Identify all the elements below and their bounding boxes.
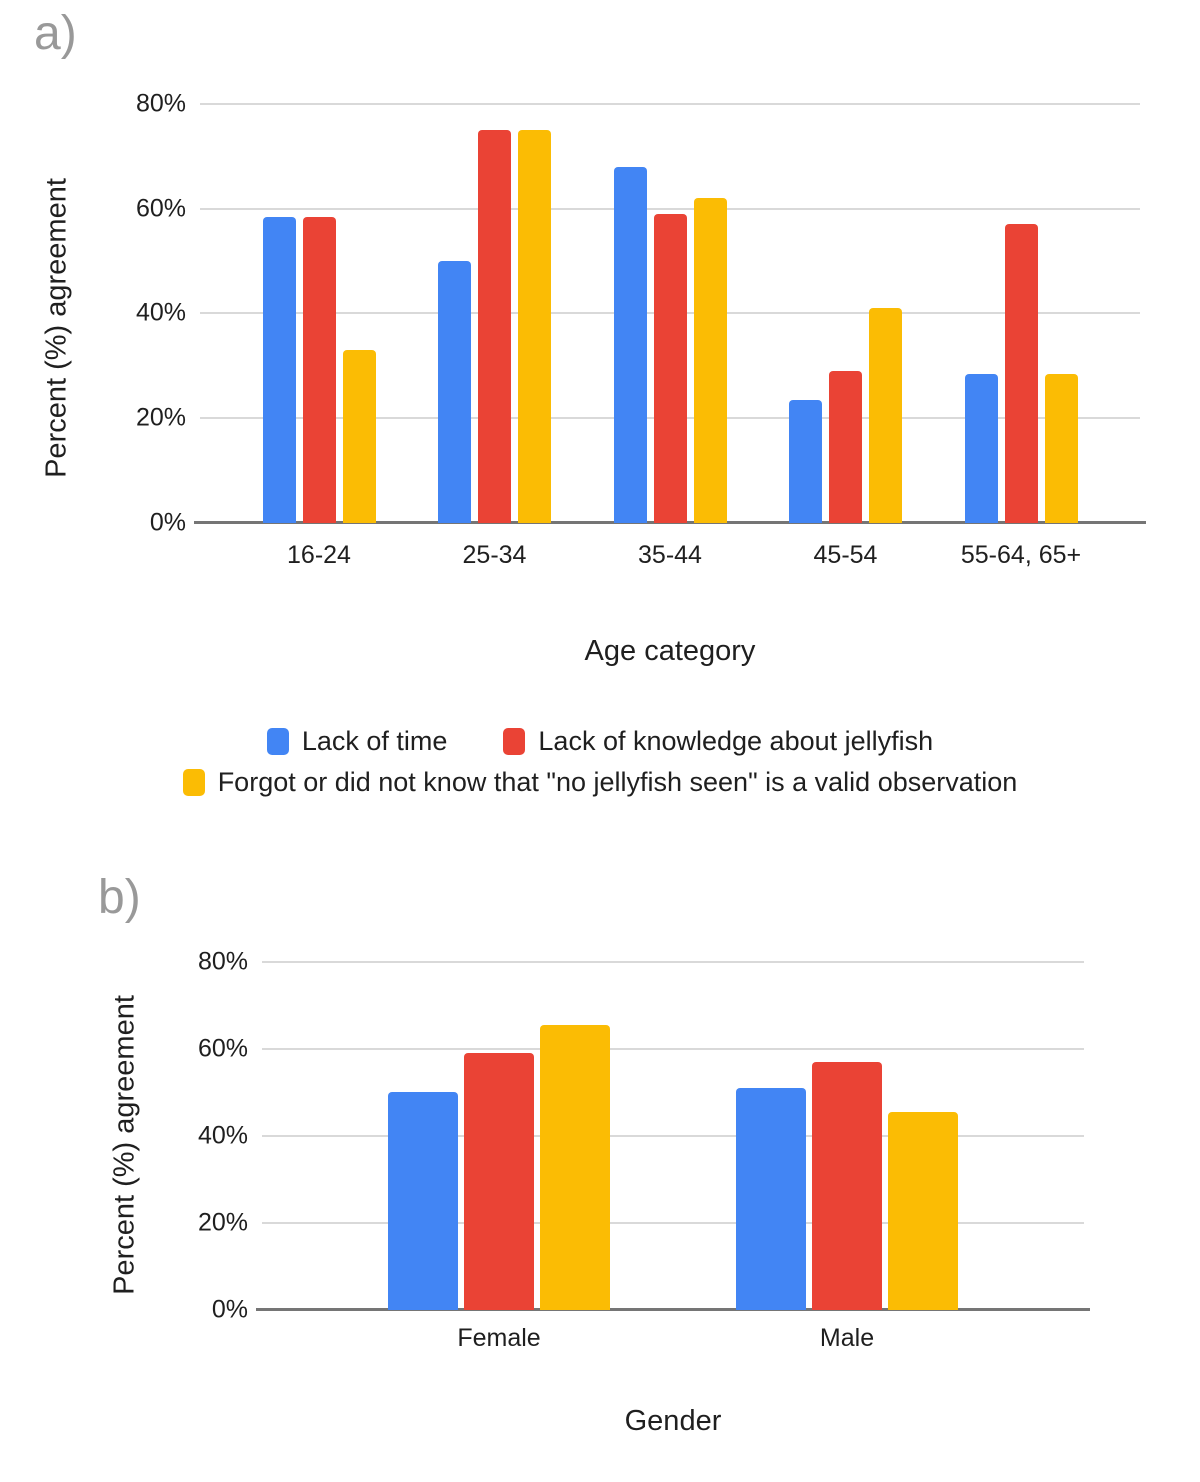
- x-category-label: 16-24: [287, 541, 351, 569]
- legend: Lack of time Lack of knowledge about jell…: [60, 726, 1140, 798]
- bar: [1004, 224, 1038, 523]
- x-category-label: 45-54: [813, 541, 878, 569]
- bar: [478, 130, 511, 523]
- gridline-60: [262, 1047, 1084, 1050]
- y-tick-label-0: 0%: [211, 1295, 248, 1324]
- bar-group-55-64, 65+: [964, 224, 1078, 523]
- chart-b-x-axis-title: Gender: [624, 1405, 722, 1437]
- y-tick-label-80: 80%: [135, 89, 186, 118]
- chart-b-y-axis-title: Percent (%) agreement: [108, 995, 141, 1295]
- legend-label: Forgot or did not know that "no jellyfis…: [217, 767, 1018, 797]
- legend-swatch: [266, 728, 289, 755]
- legend-item: Lack of knowledge about jellyfish: [503, 726, 933, 757]
- x-category-label: 55-64, 65+: [960, 541, 1082, 569]
- bar: [789, 399, 822, 523]
- bar: [613, 166, 647, 523]
- legend-item: Lack of time: [266, 726, 448, 757]
- bar: [540, 1024, 610, 1310]
- x-category-label: 25-34: [462, 541, 527, 569]
- gridline-40: [262, 1134, 1084, 1137]
- y-tick-label-60: 60%: [135, 194, 186, 223]
- bar: [693, 198, 727, 523]
- y-tick-label-20: 20%: [197, 1208, 248, 1237]
- bar-groups: [262, 940, 1084, 1310]
- x-category-labels: Female Male: [262, 1324, 1084, 1353]
- bar: [464, 1053, 534, 1310]
- y-tick-label-20: 20%: [135, 403, 186, 432]
- chart-a-y-axis-title: Percent (%) agreement: [40, 178, 73, 478]
- gridline-80: [262, 960, 1084, 963]
- gridline-80: [200, 102, 1140, 105]
- bar-group-25-34: [438, 130, 551, 523]
- bar: [829, 371, 862, 523]
- bar: [653, 213, 687, 523]
- bar: [964, 373, 998, 523]
- x-axis-line: [256, 1308, 1090, 1311]
- bar: [1044, 373, 1078, 523]
- legend-swatch: [503, 728, 526, 755]
- bar-group-Female: [388, 1024, 610, 1310]
- y-tick-label-60: 60%: [197, 1034, 248, 1063]
- bar: [438, 261, 471, 523]
- y-tick-label-40: 40%: [135, 298, 186, 327]
- x-category-label: Male: [819, 1324, 875, 1352]
- x-category-labels: 16-24 25-34 35-44 45-54 55-64, 65+: [200, 541, 1140, 570]
- bar: [388, 1092, 458, 1310]
- bar: [262, 216, 296, 523]
- legend-item: Forgot or did not know that "no jellyfis…: [182, 767, 1018, 798]
- x-category-label: 35-44: [638, 541, 702, 569]
- bar: [888, 1111, 958, 1310]
- bar-groups: [200, 83, 1140, 523]
- chart-a-x-axis-title: Age category: [584, 635, 756, 667]
- gridline-20: [262, 1221, 1084, 1224]
- legend-label: Lack of time: [301, 726, 448, 756]
- panel-b-label: b): [98, 871, 141, 924]
- y-tick-label-0: 0%: [149, 508, 186, 537]
- y-tick-label-80: 80%: [197, 947, 248, 976]
- legend-swatch: [182, 769, 205, 796]
- panel-a-label: a): [34, 7, 77, 60]
- bar-group-16-24: [262, 216, 376, 523]
- y-tick-label-40: 40%: [197, 1121, 248, 1150]
- chart-b-plot-area: Gender 0% 20% 40% 60% 80% Female Male: [198, 940, 1090, 1437]
- bar-group-Male: [736, 1061, 958, 1310]
- bar: [736, 1088, 806, 1310]
- x-category-label: Female: [457, 1324, 541, 1352]
- bar: [869, 308, 902, 523]
- legend-label: Lack of knowledge about jellyfish: [538, 726, 934, 756]
- bar: [302, 216, 336, 523]
- bar: [342, 350, 376, 523]
- bar: [812, 1061, 882, 1310]
- bar-group-35-44: [613, 166, 727, 523]
- bar-group-45-54: [789, 308, 902, 523]
- chart-a-plot-area: Age category 0% 20% 40% 60% 80% 16-24 25-34 35-…: [136, 83, 1146, 667]
- gridline-60: [200, 207, 1140, 210]
- bar: [518, 130, 551, 523]
